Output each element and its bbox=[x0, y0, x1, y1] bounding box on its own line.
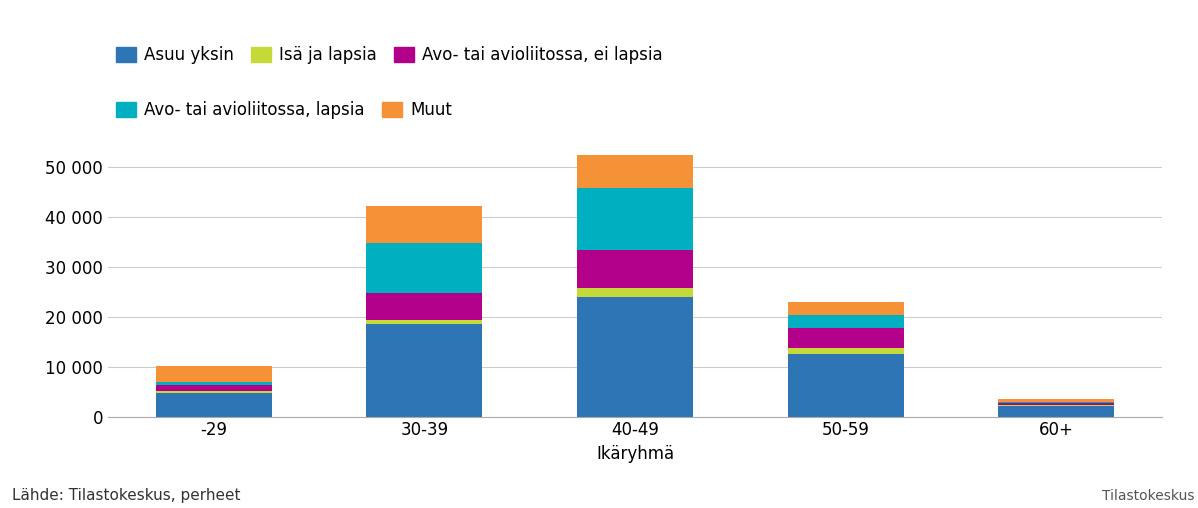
Bar bbox=[998, 405, 1114, 417]
Bar bbox=[367, 321, 483, 324]
Bar bbox=[998, 402, 1114, 403]
X-axis label: Ikäryhmä: Ikäryhmä bbox=[595, 445, 674, 463]
Text: Tilastokeskus: Tilastokeskus bbox=[1102, 489, 1194, 503]
Bar bbox=[577, 288, 692, 297]
Bar bbox=[787, 328, 903, 348]
Bar bbox=[156, 366, 272, 382]
Bar bbox=[367, 293, 483, 321]
Bar bbox=[156, 385, 272, 391]
Legend: Avo- tai avioliitossa, lapsia, Muut: Avo- tai avioliitossa, lapsia, Muut bbox=[116, 101, 452, 119]
Bar bbox=[998, 403, 1114, 405]
Bar bbox=[787, 348, 903, 354]
Bar bbox=[156, 391, 272, 393]
Bar bbox=[367, 206, 483, 243]
Bar bbox=[156, 393, 272, 417]
Bar bbox=[577, 188, 692, 250]
Bar bbox=[577, 250, 692, 288]
Bar bbox=[787, 302, 903, 315]
Bar bbox=[577, 297, 692, 417]
Bar bbox=[156, 382, 272, 385]
Bar bbox=[787, 315, 903, 328]
Bar bbox=[787, 354, 903, 417]
Text: Lähde: Tilastokeskus, perheet: Lähde: Tilastokeskus, perheet bbox=[12, 488, 241, 503]
Bar bbox=[577, 155, 692, 188]
Bar bbox=[367, 243, 483, 293]
Bar bbox=[998, 399, 1114, 402]
Bar bbox=[367, 324, 483, 417]
